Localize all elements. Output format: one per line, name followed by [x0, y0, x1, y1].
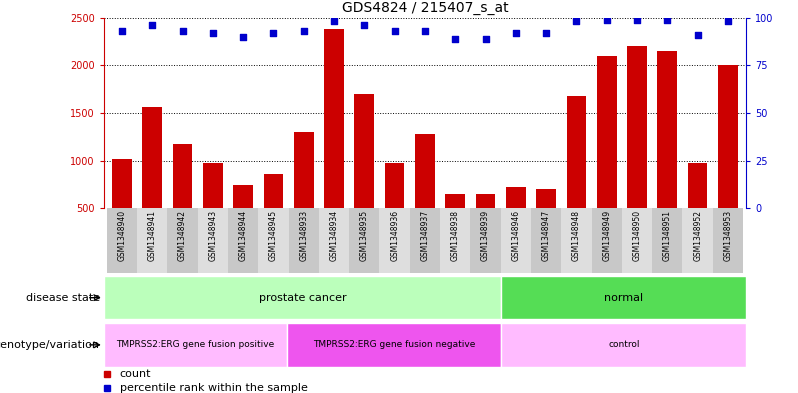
Text: GSM1348953: GSM1348953 — [724, 210, 733, 261]
Bar — [233, 185, 253, 256]
Title: GDS4824 / 215407_s_at: GDS4824 / 215407_s_at — [342, 1, 508, 15]
Text: GSM1348939: GSM1348939 — [481, 210, 490, 261]
Point — [418, 28, 431, 34]
Text: GSM1348936: GSM1348936 — [390, 210, 399, 261]
Point — [661, 17, 674, 23]
Point — [116, 28, 128, 34]
Point — [267, 30, 280, 36]
Bar — [470, 208, 500, 273]
Text: GSM1348945: GSM1348945 — [269, 210, 278, 261]
Bar — [501, 276, 746, 320]
Point — [691, 32, 704, 38]
Point — [237, 33, 250, 40]
Bar — [350, 208, 380, 273]
Point — [539, 30, 552, 36]
Text: GSM1348952: GSM1348952 — [693, 210, 702, 261]
Bar — [415, 134, 435, 256]
Bar — [319, 208, 350, 273]
Text: TMPRSS2:ERG gene fusion negative: TMPRSS2:ERG gene fusion negative — [313, 340, 476, 349]
Text: control: control — [608, 340, 639, 349]
Point — [600, 17, 613, 23]
Bar — [287, 323, 501, 367]
Point — [358, 22, 371, 28]
Text: GSM1348943: GSM1348943 — [208, 210, 217, 261]
Text: GSM1348935: GSM1348935 — [360, 210, 369, 261]
Bar — [476, 194, 496, 256]
Bar — [682, 208, 713, 273]
Bar — [294, 132, 314, 256]
Text: normal: normal — [604, 293, 643, 303]
Text: GSM1348949: GSM1348949 — [602, 210, 611, 261]
Text: count: count — [120, 369, 152, 379]
Bar — [440, 208, 470, 273]
Bar — [112, 159, 132, 256]
Bar — [259, 208, 289, 273]
Text: disease state: disease state — [26, 293, 100, 303]
Text: genotype/variation: genotype/variation — [0, 340, 100, 350]
Bar — [500, 208, 531, 273]
Bar — [168, 208, 198, 273]
Bar — [713, 208, 743, 273]
Text: GSM1348937: GSM1348937 — [421, 210, 429, 261]
Bar — [324, 29, 344, 256]
Bar — [718, 65, 738, 256]
Bar — [228, 208, 259, 273]
Text: GSM1348934: GSM1348934 — [330, 210, 338, 261]
Text: TMPRSS2:ERG gene fusion positive: TMPRSS2:ERG gene fusion positive — [117, 340, 275, 349]
Bar — [506, 187, 526, 256]
Bar — [263, 174, 283, 256]
Point — [721, 18, 734, 25]
Point — [630, 17, 643, 23]
Bar — [567, 96, 587, 256]
Bar — [104, 276, 501, 320]
Bar — [137, 208, 168, 273]
Bar — [172, 144, 192, 256]
Bar — [597, 56, 617, 256]
Bar — [591, 208, 622, 273]
Text: GSM1348944: GSM1348944 — [239, 210, 247, 261]
Bar — [107, 208, 137, 273]
Point — [570, 18, 583, 25]
Bar — [203, 163, 223, 256]
Point — [479, 35, 492, 42]
Bar — [627, 46, 647, 256]
Bar — [652, 208, 682, 273]
Bar — [104, 323, 287, 367]
Point — [389, 28, 401, 34]
Bar — [142, 107, 162, 256]
Point — [146, 22, 159, 28]
Bar — [536, 189, 556, 256]
Text: GSM1348950: GSM1348950 — [633, 210, 642, 261]
Bar — [561, 208, 591, 273]
Point — [207, 30, 219, 36]
Text: GSM1348933: GSM1348933 — [299, 210, 308, 261]
Text: GSM1348948: GSM1348948 — [572, 210, 581, 261]
Point — [176, 28, 189, 34]
Text: prostate cancer: prostate cancer — [259, 293, 346, 303]
Point — [298, 28, 310, 34]
Bar — [410, 208, 440, 273]
Text: GSM1348946: GSM1348946 — [512, 210, 520, 261]
Point — [509, 30, 522, 36]
Bar — [289, 208, 319, 273]
Text: GSM1348940: GSM1348940 — [117, 210, 126, 261]
Bar — [658, 51, 678, 256]
Point — [448, 35, 461, 42]
Text: GSM1348951: GSM1348951 — [663, 210, 672, 261]
Text: percentile rank within the sample: percentile rank within the sample — [120, 383, 308, 393]
Text: GSM1348947: GSM1348947 — [542, 210, 551, 261]
Bar — [501, 323, 746, 367]
Text: GSM1348941: GSM1348941 — [148, 210, 156, 261]
Bar — [688, 163, 708, 256]
Bar — [445, 194, 465, 256]
Text: GSM1348938: GSM1348938 — [451, 210, 460, 261]
Bar — [380, 208, 410, 273]
Point — [328, 18, 341, 25]
Text: GSM1348942: GSM1348942 — [178, 210, 187, 261]
Bar — [354, 94, 374, 256]
Bar — [198, 208, 228, 273]
Bar — [385, 163, 405, 256]
Bar — [622, 208, 652, 273]
Bar — [531, 208, 561, 273]
